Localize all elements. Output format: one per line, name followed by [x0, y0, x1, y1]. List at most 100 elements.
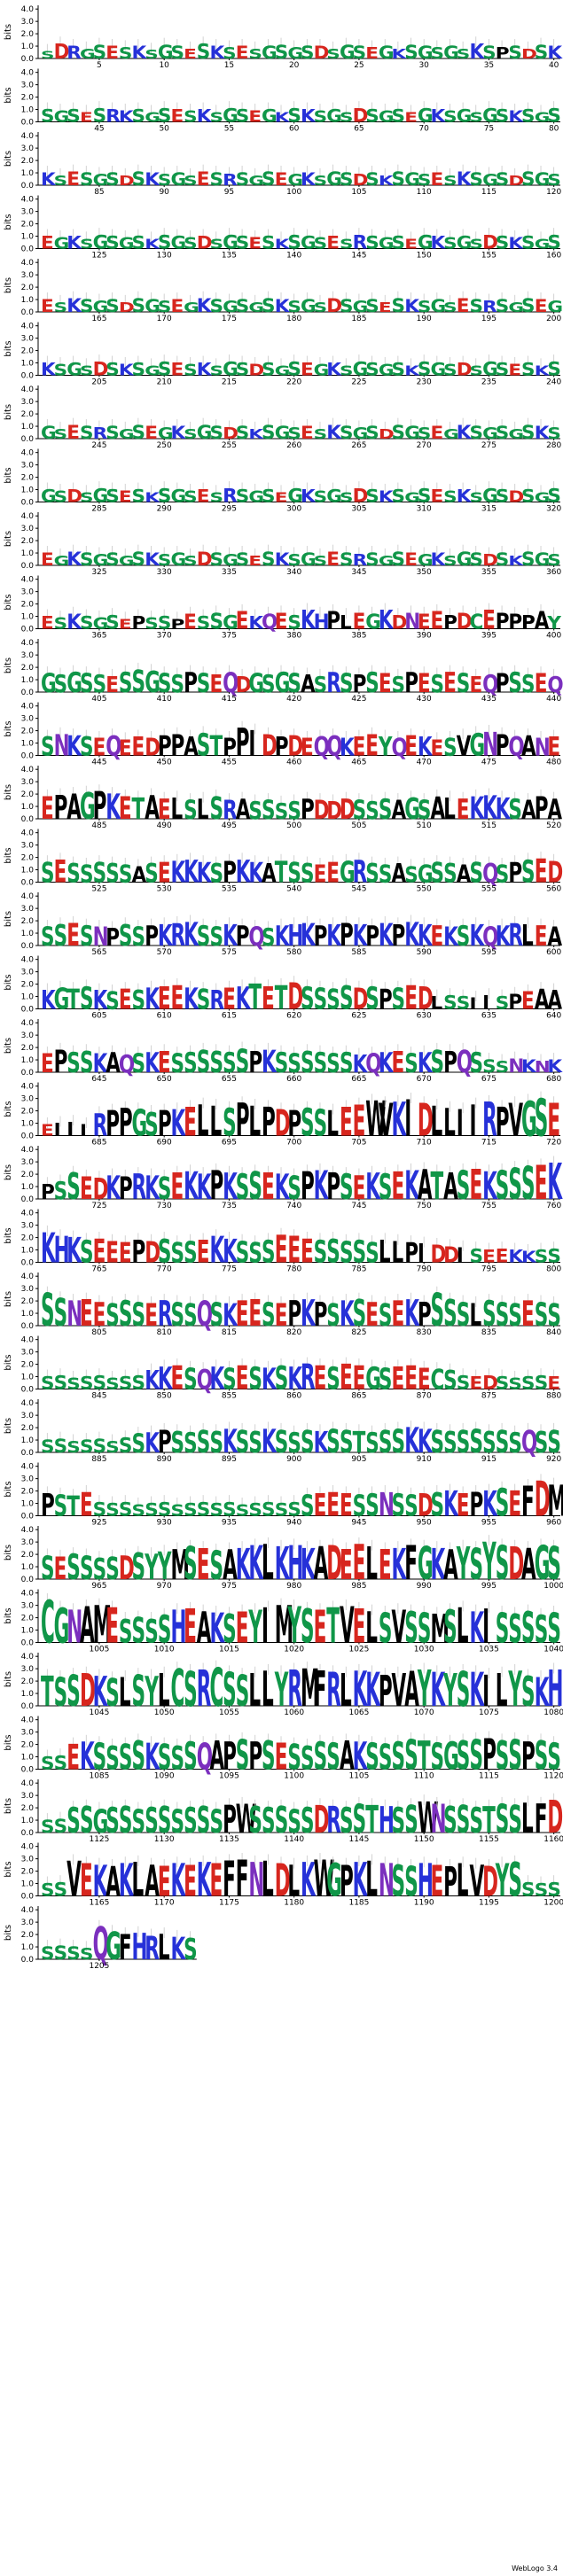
residue-S: S	[457, 669, 471, 699]
residue-L: L	[443, 1101, 456, 1144]
x-tick-label: 115	[481, 188, 497, 197]
residue-K: K	[197, 858, 213, 890]
residue-K: K	[223, 1297, 238, 1334]
residue-G: G	[93, 551, 109, 569]
residue-S: S	[469, 1246, 483, 1268]
x-tick-label: 1025	[348, 1646, 369, 1654]
residue-S: S	[66, 1438, 81, 1456]
residue-E: E	[158, 1045, 171, 1079]
residue-E: E	[535, 853, 548, 891]
residue-S: S	[275, 1424, 289, 1460]
x-tick-label: 790	[417, 1265, 432, 1274]
x-tick-label: 735	[222, 1202, 237, 1210]
residue-S: S	[521, 233, 536, 253]
y-axis-title: bits	[4, 1861, 13, 1877]
residue-L: L	[392, 1235, 404, 1270]
residue-E: E	[482, 1247, 496, 1267]
x-tick-label: 985	[351, 1582, 366, 1591]
residue-G: G	[171, 486, 187, 507]
residue-S: S	[262, 295, 276, 317]
residue-K: K	[158, 1360, 174, 1397]
residue-P: P	[340, 917, 354, 953]
residue-Y: Y	[145, 1667, 160, 1716]
residue-T: T	[66, 984, 80, 1016]
residue-S: S	[132, 1049, 146, 1079]
x-tick-label: 775	[222, 1265, 237, 1274]
residue-S: S	[365, 797, 379, 825]
residue-S: S	[184, 1362, 198, 1397]
residue-K: K	[145, 169, 160, 190]
residue-S: S	[80, 1045, 94, 1079]
residue-E: E	[236, 1602, 249, 1653]
residue-G: G	[535, 549, 551, 570]
residue-S: S	[132, 486, 146, 507]
residue-K: K	[145, 490, 160, 505]
residue-P: P	[535, 790, 549, 827]
y-tick-label: 2.0	[21, 664, 35, 673]
residue-K: K	[482, 1164, 498, 1208]
residue-Y: Y	[482, 1532, 497, 1592]
residue-K: K	[41, 1224, 57, 1272]
residue-A: A	[443, 1166, 458, 1208]
y-tick-label: 4.0	[21, 1336, 35, 1345]
residue-K: K	[301, 1539, 317, 1590]
residue-S: S	[184, 107, 198, 125]
y-axis-title: bits	[4, 1038, 13, 1054]
residue-K: K	[521, 1056, 537, 1077]
residue-S: S	[287, 612, 301, 634]
x-tick-label: 125	[91, 252, 106, 261]
residue-S: S	[508, 43, 522, 63]
residue-S: S	[418, 486, 432, 508]
residue-S: S	[314, 982, 328, 1016]
residue-P: P	[171, 617, 185, 632]
residue-K: K	[66, 731, 82, 763]
residue-P: P	[418, 1296, 432, 1335]
residue-L: L	[496, 1665, 508, 1717]
residue-L: L	[262, 1662, 274, 1717]
residue-G: G	[93, 614, 109, 632]
residue-D: D	[326, 1537, 342, 1591]
residue-E: E	[41, 296, 54, 316]
residue-S: S	[184, 1932, 198, 1966]
y-tick-label: 4.0	[21, 1463, 35, 1472]
y-tick-label: 4.0	[21, 1210, 35, 1218]
y-axis-title: bits	[4, 531, 13, 547]
residue-Q: Q	[521, 1424, 537, 1460]
residue-D: D	[353, 982, 369, 1016]
residue-G: G	[535, 490, 551, 505]
x-tick-label: 185	[351, 315, 366, 323]
residue-K: K	[275, 921, 291, 953]
residue-S: S	[54, 427, 68, 442]
y-axis-title: bits	[4, 1418, 13, 1434]
residue-S: S	[457, 1296, 471, 1335]
residue-K: K	[457, 422, 473, 444]
residue-L: L	[158, 1928, 170, 1968]
residue-K: K	[301, 169, 317, 190]
residue-E: E	[106, 1599, 119, 1654]
residue-D: D	[287, 731, 303, 763]
residue-G: G	[145, 296, 160, 316]
residue-R: R	[326, 1800, 341, 1841]
residue-N: N	[431, 1798, 447, 1843]
residue-Y: Y	[287, 1598, 302, 1655]
residue-S: S	[119, 918, 133, 953]
x-tick-label: 745	[351, 1202, 366, 1210]
x-tick-label: 520	[546, 821, 561, 830]
residue-S: S	[93, 670, 107, 698]
residue-L: L	[340, 1665, 352, 1717]
residue-S: S	[365, 1428, 379, 1459]
residue-E: E	[482, 605, 496, 635]
residue-L: L	[521, 918, 534, 953]
residue-S: S	[54, 300, 68, 315]
residue-S: S	[54, 1489, 68, 1523]
residue-E: E	[365, 728, 379, 763]
y-tick-label: 1.0	[21, 549, 35, 558]
x-tick-label: 265	[351, 441, 366, 450]
residue-E: E	[158, 794, 171, 826]
residue-S: S	[287, 1170, 301, 1208]
residue-D: D	[508, 174, 524, 189]
residue-S: S	[340, 1235, 354, 1270]
x-tick-label: 415	[222, 695, 237, 704]
residue-S: S	[209, 1803, 223, 1841]
